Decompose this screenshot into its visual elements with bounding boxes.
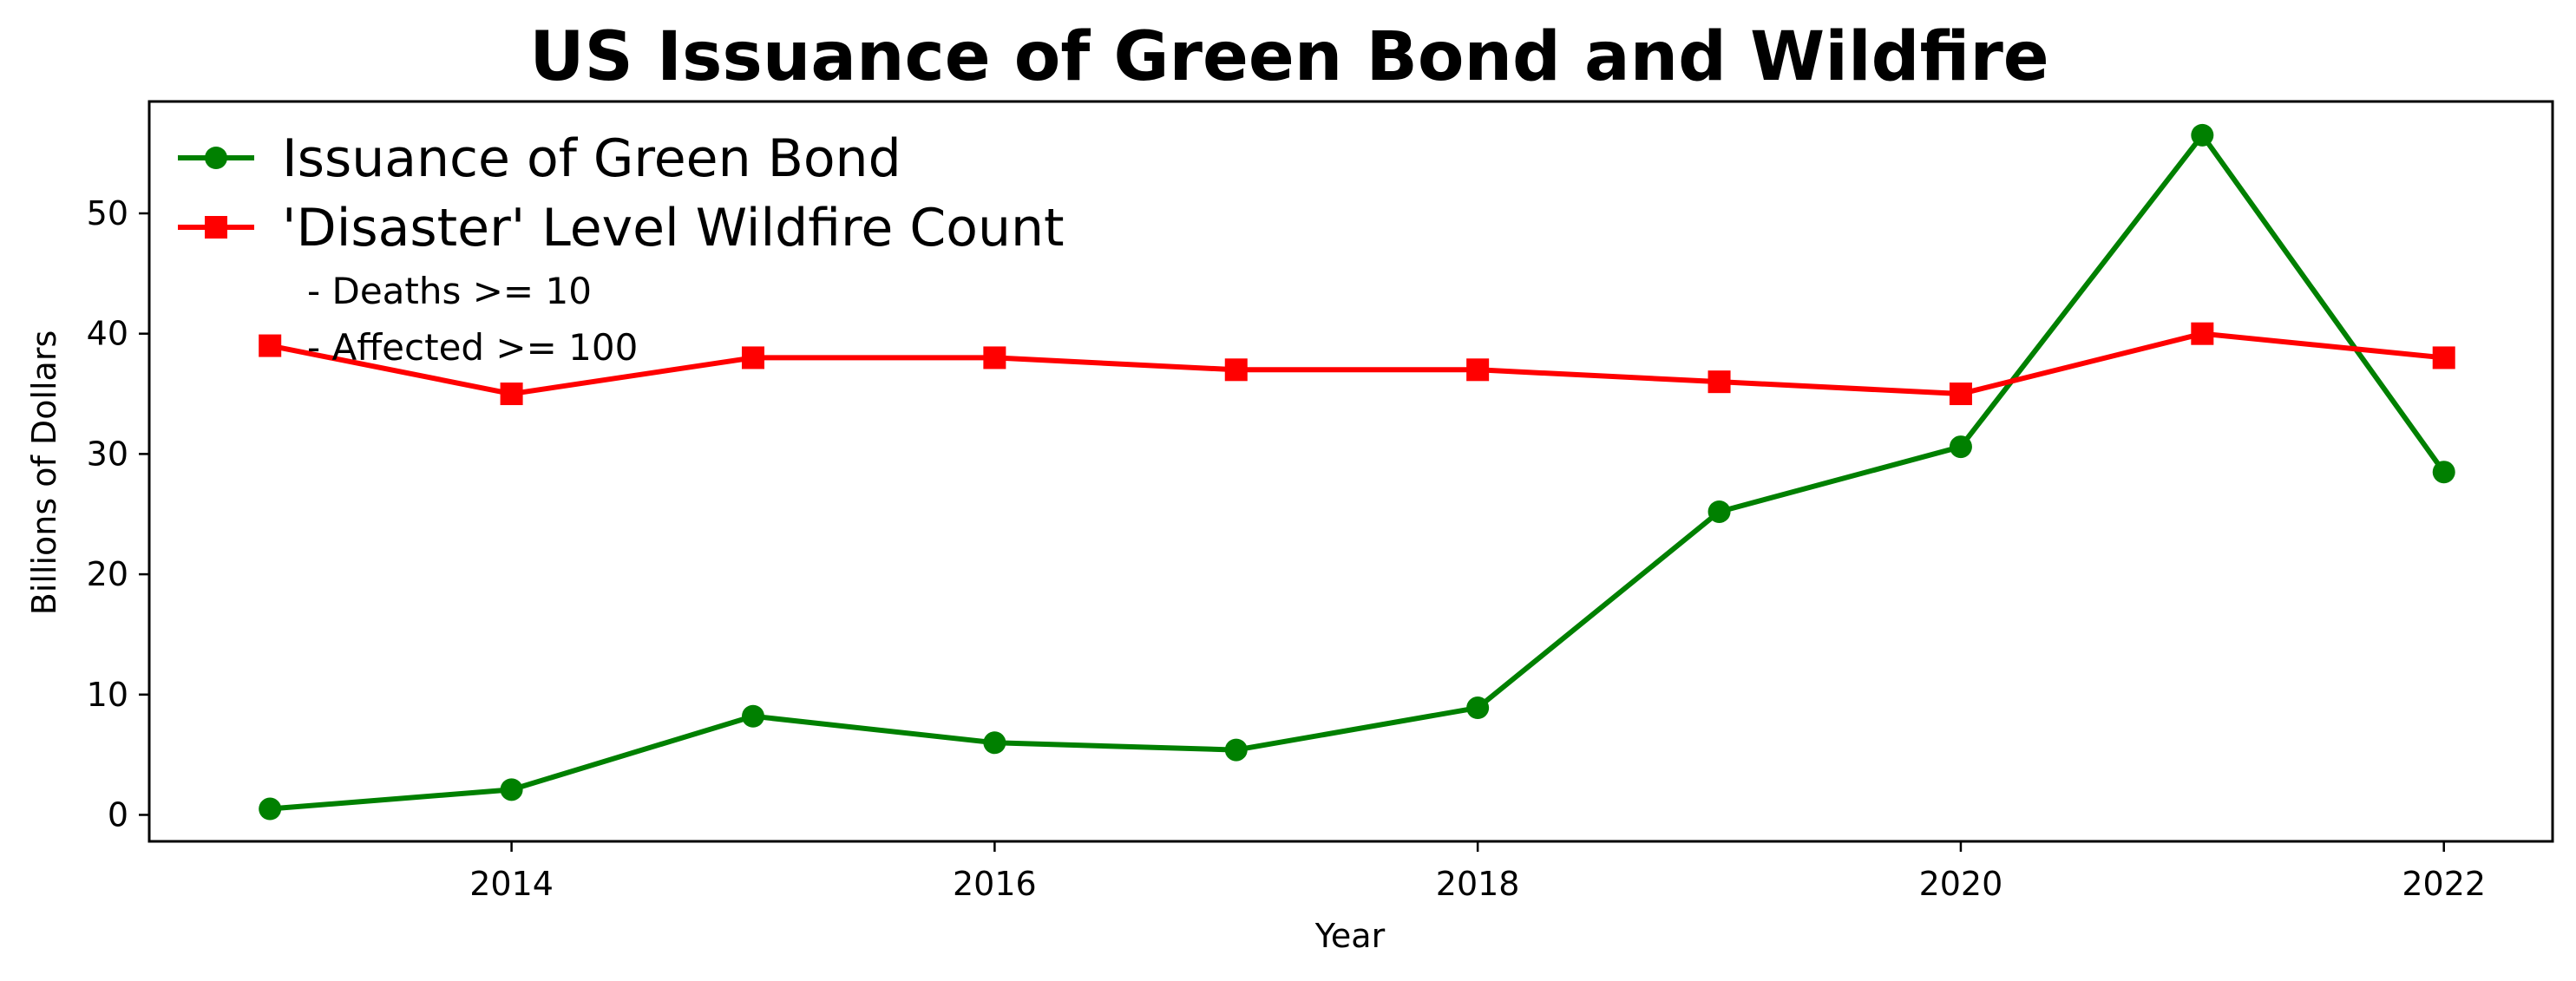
series-line-1 [269, 132, 2447, 812]
data-point [1466, 358, 1490, 382]
y-tick-label: 30 [87, 435, 128, 473]
data-point [1949, 435, 1972, 459]
legend-note-2: - Affected >= 100 [307, 326, 638, 369]
data-point [1949, 383, 1972, 406]
x-tick-label: 2018 [1436, 865, 1520, 903]
legend: Issuance of Green Bond 'Disaster' Level W… [178, 128, 1065, 369]
plot-area: 2014 2016 2018 2020 2022 0 10 20 30 40 50 [87, 100, 2554, 903]
data-point [1224, 358, 1248, 382]
legend-entry-2: 'Disaster' Level Wildfire Count [282, 198, 1065, 258]
data-point [983, 346, 1006, 370]
x-axis-label: Year [1314, 917, 1386, 955]
data-point [741, 346, 764, 370]
data-point [1224, 738, 1248, 762]
y-axis-label: Billions of Dollars [25, 330, 63, 616]
y-tick-label: 40 [87, 315, 128, 353]
x-tick-label: 2022 [2402, 865, 2486, 903]
data-point [2191, 322, 2214, 345]
data-point [1708, 500, 1731, 523]
data-point [983, 731, 1006, 755]
legend-marker-1 [205, 147, 227, 169]
data-point [259, 797, 282, 821]
x-tick-label: 2014 [469, 865, 554, 903]
data-point [1708, 370, 1731, 394]
data-point [259, 334, 282, 357]
series-line-2 [269, 330, 2445, 397]
y-tick-label: 10 [87, 676, 128, 714]
data-point [741, 704, 764, 728]
plot-frame [147, 100, 2554, 843]
data-point [500, 778, 523, 801]
x-tick-label: 2016 [953, 865, 1037, 903]
y-tick-label: 20 [87, 555, 128, 593]
data-point [2432, 461, 2455, 484]
chart-title: US Issuance of Green Bond and Wildfire [529, 18, 2048, 96]
data-point [500, 383, 523, 406]
x-tick-label: 2020 [1919, 865, 2003, 903]
legend-note-1: - Deaths >= 10 [307, 270, 592, 312]
data-point [1466, 697, 1490, 720]
legend-entry-1: Issuance of Green Bond [282, 128, 901, 189]
y-tick-label: 50 [87, 194, 128, 232]
y-tick-label: 0 [108, 795, 128, 834]
legend-marker-2 [205, 216, 227, 239]
data-point [2191, 123, 2214, 147]
data-point [2432, 346, 2455, 370]
